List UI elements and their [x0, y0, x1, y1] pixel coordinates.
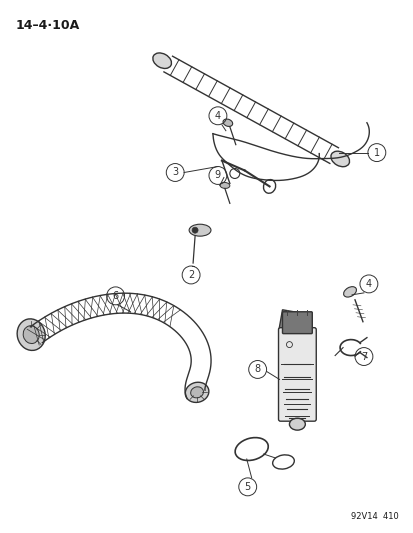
Ellipse shape [330, 151, 349, 167]
Ellipse shape [189, 224, 211, 236]
Ellipse shape [23, 326, 39, 344]
Text: 6: 6 [112, 291, 119, 301]
Ellipse shape [343, 287, 356, 297]
Bar [278, 310, 311, 336]
Ellipse shape [190, 387, 203, 398]
Ellipse shape [17, 319, 45, 350]
Ellipse shape [152, 53, 171, 68]
Text: 92V14  410: 92V14 410 [350, 512, 398, 521]
Ellipse shape [223, 119, 232, 126]
Circle shape [192, 227, 197, 233]
Text: 3: 3 [172, 167, 178, 177]
FancyBboxPatch shape [282, 312, 311, 334]
FancyBboxPatch shape [278, 328, 316, 421]
Ellipse shape [280, 334, 313, 360]
Ellipse shape [185, 382, 209, 402]
Text: 2: 2 [188, 270, 194, 280]
Text: 1: 1 [373, 148, 379, 158]
Text: 5: 5 [244, 482, 250, 492]
Text: 4: 4 [214, 111, 221, 121]
Ellipse shape [219, 182, 229, 189]
Text: 14–4·10A: 14–4·10A [15, 19, 79, 33]
Text: 4: 4 [365, 279, 371, 289]
Text: 9: 9 [214, 171, 221, 181]
Text: 8: 8 [254, 365, 260, 375]
Text: 7: 7 [360, 352, 366, 361]
Ellipse shape [289, 418, 305, 430]
